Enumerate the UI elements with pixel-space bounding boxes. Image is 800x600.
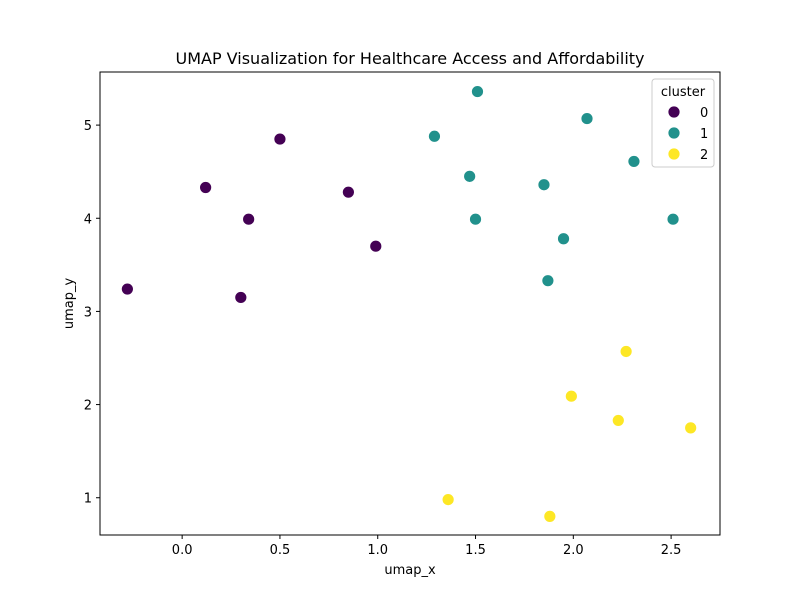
legend-label-cluster-0: 0 [700,106,708,121]
chart-title: UMAP Visualization for Healthcare Access… [175,49,644,68]
y-tick-label: 1 [84,492,92,507]
x-tick-label: 1.5 [465,543,486,558]
data-point-cluster-0 [273,132,287,146]
data-point-cluster-0 [341,185,355,199]
data-point-cluster-1 [627,155,641,168]
x-tick-label: 2.5 [661,543,682,558]
axis-ticks: 0.0 0.5 1.0 1.5 2.0 2.5 1 2 3 4 5 [84,119,682,558]
data-point-cluster-0 [120,282,134,296]
x-tick-label: 2.0 [563,543,584,558]
data-point-cluster-2 [543,509,557,523]
legend-label-cluster-1: 1 [700,127,708,142]
legend-marker-cluster-2 [667,147,681,161]
data-point-cluster-1 [557,232,570,246]
legend-marker-cluster-1 [667,126,681,140]
y-tick-label: 2 [84,399,92,414]
x-tick-label: 0.0 [172,543,193,558]
data-point-cluster-0 [369,239,383,253]
data-point-cluster-1 [471,85,484,98]
legend-marker-cluster-0 [667,105,681,119]
data-point-cluster-1 [580,112,594,125]
data-point-cluster-2 [619,345,633,358]
data-point-cluster-1 [541,274,555,288]
legend-box [651,78,715,168]
x-tick-label: 1.0 [367,543,388,558]
x-axis-label: umap_x [384,563,436,578]
data-point-cluster-2 [441,493,455,506]
data-point-cluster-1 [537,178,551,192]
data-point-cluster-1 [463,169,477,183]
data-point-cluster-0 [199,181,213,194]
data-point-cluster-0 [242,212,256,226]
legend: cluster 0 1 2 [651,78,715,168]
data-point-cluster-2 [564,389,578,403]
data-point-cluster-0 [234,291,248,304]
y-axis-label: umap_y [62,278,77,330]
plot-frame [99,71,721,536]
data-point-cluster-2 [611,414,625,427]
legend-label-cluster-2: 2 [700,148,708,163]
data-point-cluster-1 [428,129,441,143]
data-point-cluster-1 [469,212,482,226]
y-tick-label: 5 [84,119,92,134]
y-tick-label: 4 [84,212,92,227]
x-tick-label: 0.5 [270,543,291,558]
data-points [120,85,698,523]
data-point-cluster-2 [684,421,698,435]
y-tick-label: 3 [84,305,92,320]
data-point-cluster-1 [666,212,680,226]
legend-title: cluster [661,85,706,100]
